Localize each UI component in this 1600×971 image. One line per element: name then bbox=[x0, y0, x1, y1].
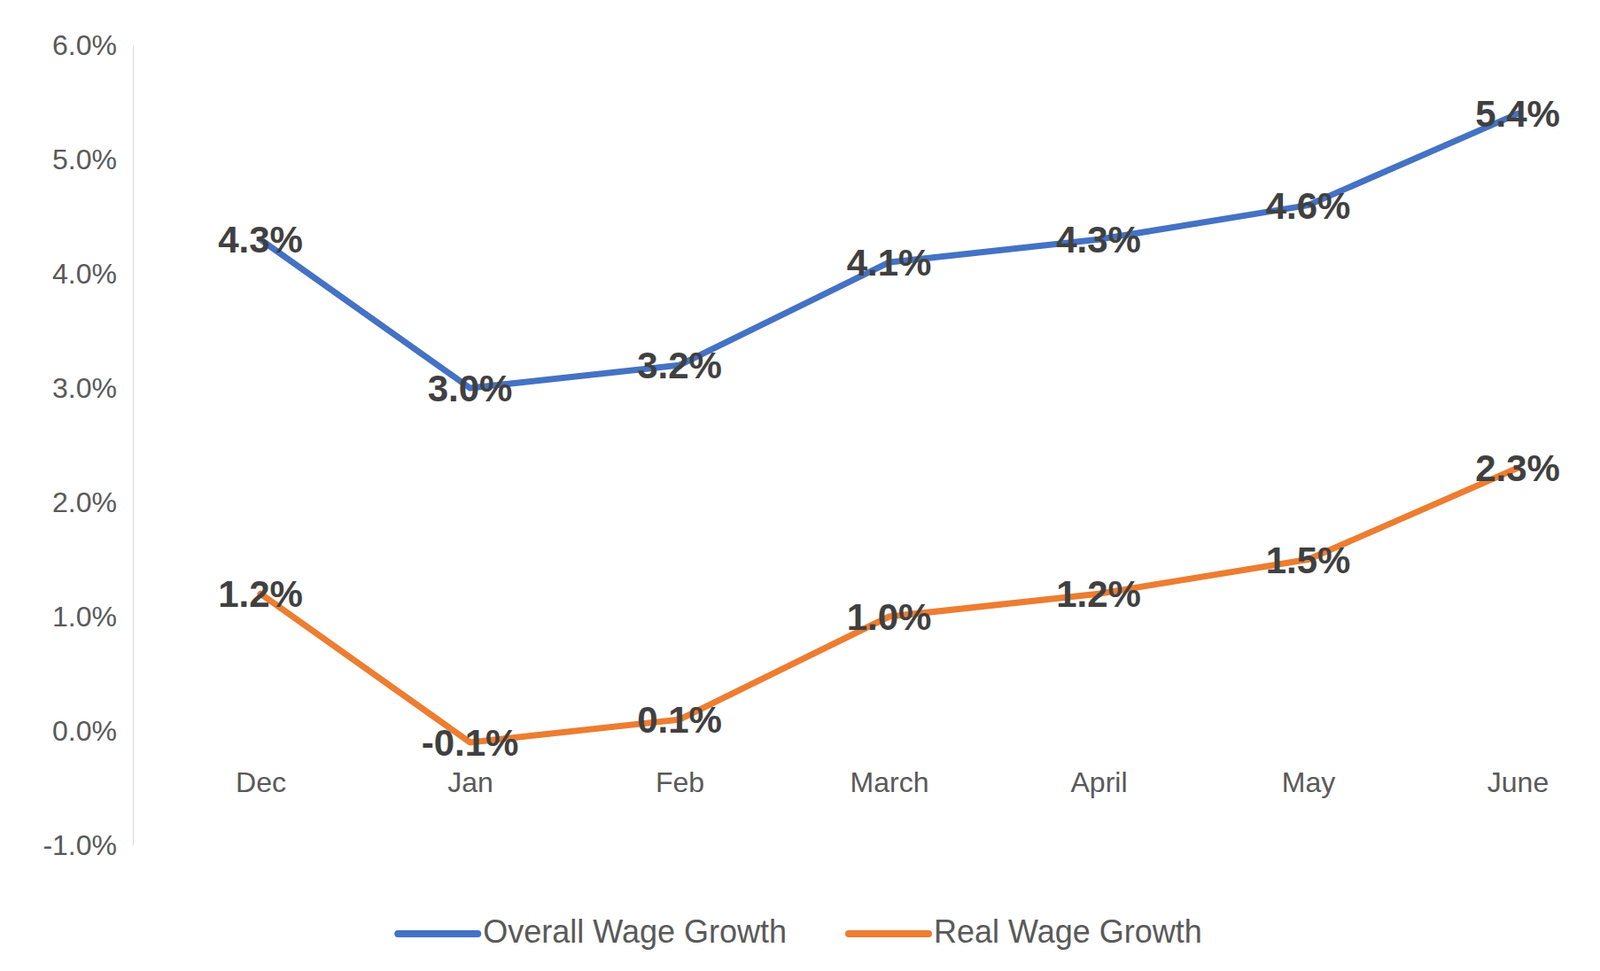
data-label: 0.1% bbox=[636, 699, 723, 741]
data-labels: 4.3% 3.0% 3.2% 4.1% 4.3% 4.6% 5.4% 1.2% -0.1% 0.1… bbox=[217, 93, 1561, 764]
y-axis-line bbox=[132, 46, 134, 847]
legend-label: Overall Wage Growth bbox=[482, 913, 787, 950]
legend-item: Overall Wage Growth bbox=[397, 913, 787, 950]
y-tick-label: 0.0% bbox=[52, 714, 117, 747]
y-tick-label: 1.0% bbox=[52, 600, 117, 633]
data-label: -0.1% bbox=[421, 722, 520, 764]
y-tick-label: 3.0% bbox=[52, 372, 117, 404]
chart: -1.0% 0.0% 1.0% 2.0% 3.0% 4.0% 5.0% 6.0% Dec Jan F… bbox=[0, 0, 1600, 971]
data-label: 1.5% bbox=[1266, 539, 1352, 582]
y-tick: -1.0% bbox=[42, 829, 133, 862]
x-tick: May bbox=[1281, 730, 1336, 799]
x-tick: Dec bbox=[235, 730, 287, 799]
plot-area bbox=[260, 113, 1518, 743]
x-tick: April bbox=[1070, 730, 1127, 799]
data-label: 1.2% bbox=[1056, 573, 1142, 615]
y-tick-label: 4.0% bbox=[52, 257, 117, 290]
data-label: 1.2% bbox=[217, 573, 303, 615]
y-tick: 5.0% bbox=[52, 143, 133, 176]
x-tick-label: Dec bbox=[235, 766, 287, 799]
legend-label: Real Wage Growth bbox=[933, 913, 1203, 950]
x-tick-label: June bbox=[1487, 766, 1549, 799]
data-label: 4.1% bbox=[846, 241, 933, 284]
x-tick-label: March bbox=[850, 766, 930, 799]
data-label: 3.2% bbox=[636, 344, 723, 387]
legend-swatch bbox=[397, 930, 478, 938]
series-line bbox=[260, 113, 1518, 389]
y-tick-label: 5.0% bbox=[52, 143, 117, 176]
data-label: 3.0% bbox=[427, 367, 513, 410]
y-axis: -1.0% 0.0% 1.0% 2.0% 3.0% 4.0% 5.0% 6.0% bbox=[42, 29, 133, 862]
y-tick: 3.0% bbox=[52, 372, 133, 404]
x-tick: March bbox=[850, 730, 930, 799]
y-tick: 0.0% bbox=[52, 714, 133, 747]
legend-item: Real Wage Growth bbox=[848, 913, 1203, 950]
y-tick: 6.0% bbox=[52, 29, 133, 62]
data-label: 4.3% bbox=[217, 218, 303, 261]
legend-swatch bbox=[848, 930, 929, 938]
y-tick: 4.0% bbox=[52, 257, 133, 290]
data-label: 5.4% bbox=[1475, 93, 1561, 135]
data-label: 4.6% bbox=[1266, 185, 1352, 227]
data-label: 2.3% bbox=[1475, 447, 1561, 490]
x-tick-label: April bbox=[1070, 766, 1127, 799]
x-tick-label: May bbox=[1281, 766, 1336, 799]
x-tick: June bbox=[1487, 730, 1549, 799]
y-tick: 1.0% bbox=[52, 600, 133, 633]
data-label: 1.0% bbox=[846, 596, 933, 638]
y-tick-label: 6.0% bbox=[52, 29, 117, 62]
y-tick-label: -1.0% bbox=[42, 829, 117, 862]
x-tick: Feb bbox=[655, 730, 705, 799]
legend: Overall Wage Growth Real Wage Growth bbox=[397, 913, 1203, 950]
series-line bbox=[260, 467, 1518, 743]
y-tick-label: 2.0% bbox=[52, 486, 117, 519]
data-label: 4.3% bbox=[1056, 218, 1142, 261]
y-tick: 2.0% bbox=[52, 486, 133, 519]
x-tick-label: Feb bbox=[655, 766, 705, 799]
x-tick-label: Jan bbox=[447, 766, 494, 799]
